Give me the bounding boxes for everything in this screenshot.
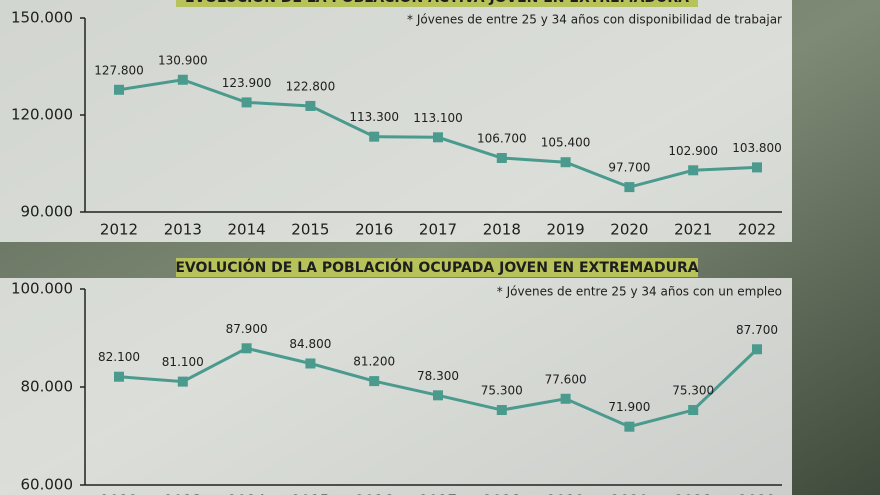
marker — [624, 421, 635, 432]
chart-subtitle: * Jóvenes de entre 25 y 34 años con disp… — [407, 13, 782, 27]
value-label: 81.200 — [353, 355, 395, 369]
panel — [0, 0, 792, 242]
title-banner — [176, 0, 698, 7]
marker — [560, 393, 571, 404]
x-tick-label: 2021 — [674, 492, 712, 495]
marker — [433, 390, 443, 401]
y-tick-label: 80.000 — [21, 378, 74, 396]
x-tick-label: 2022 — [738, 221, 776, 239]
chart-title: EVOLUCIÓN DE LA POBLACIÓN ACTIVA JOVEN E… — [185, 0, 689, 6]
marker — [369, 376, 380, 387]
value-label: 97.700 — [608, 161, 650, 175]
x-tick-label: 2016 — [355, 221, 393, 239]
value-label: 82.100 — [98, 350, 140, 364]
marker — [496, 153, 507, 164]
value-label: 103.800 — [732, 141, 782, 155]
x-tick-label: 2022 — [738, 492, 776, 495]
marker — [624, 182, 635, 193]
marker — [688, 405, 699, 416]
marker — [433, 132, 443, 143]
value-label: 75.300 — [481, 384, 523, 398]
x-tick-label: 2014 — [228, 492, 266, 495]
value-label: 87.700 — [736, 323, 778, 337]
y-tick-label: 60.000 — [21, 476, 74, 494]
y-tick-label: 120.000 — [11, 106, 73, 124]
value-label: 113.100 — [413, 111, 463, 125]
x-tick-label: 2012 — [100, 221, 138, 239]
x-tick-label: 2017 — [419, 492, 457, 495]
y-tick-label: 100.000 — [11, 280, 73, 298]
x-tick-label: 2019 — [547, 221, 585, 239]
x-tick-label: 2015 — [291, 221, 329, 239]
x-tick-label: 2013 — [164, 221, 202, 239]
x-tick-label: 2020 — [610, 492, 648, 495]
marker — [177, 74, 188, 85]
marker — [496, 405, 507, 416]
x-tick-label: 2013 — [164, 492, 202, 495]
x-tick-label: 2021 — [674, 221, 712, 239]
marker — [369, 131, 380, 142]
value-label: 78.300 — [417, 369, 459, 383]
x-tick-label: 2015 — [291, 492, 329, 495]
marker — [177, 376, 188, 387]
value-label: 87.900 — [226, 322, 268, 336]
x-tick-label: 2016 — [355, 492, 393, 495]
value-label: 75.300 — [672, 384, 714, 398]
marker — [305, 100, 316, 111]
value-label: 127.800 — [94, 63, 144, 77]
value-label: 77.600 — [545, 372, 587, 386]
title-banner — [176, 258, 698, 277]
value-label: 130.900 — [158, 53, 208, 67]
value-label: 102.900 — [668, 144, 718, 158]
x-tick-label: 2014 — [228, 221, 266, 239]
x-tick-label: 2019 — [547, 492, 585, 495]
value-label: 84.800 — [289, 337, 331, 351]
value-label: 113.300 — [349, 110, 399, 124]
x-tick-label: 2018 — [483, 492, 521, 495]
marker — [114, 371, 124, 382]
value-label: 123.900 — [222, 76, 272, 90]
marker — [305, 358, 316, 369]
x-tick-label: 2018 — [483, 221, 521, 239]
chart-title: EVOLUCIÓN DE LA POBLACIÓN OCUPADA JOVEN … — [175, 258, 698, 276]
value-label: 122.800 — [286, 79, 336, 93]
marker — [114, 84, 124, 95]
value-label: 105.400 — [541, 136, 591, 150]
x-tick-label: 2020 — [610, 221, 648, 239]
marker — [241, 97, 252, 108]
x-tick-label: 2012 — [100, 492, 138, 495]
x-tick-label: 2017 — [419, 221, 457, 239]
value-label: 106.700 — [477, 132, 527, 146]
chart-subtitle: * Jóvenes de entre 25 y 34 años con un e… — [497, 285, 782, 299]
marker — [241, 343, 252, 354]
marker — [752, 344, 762, 355]
y-tick-label: 150.000 — [11, 9, 73, 27]
y-tick-label: 90.000 — [21, 203, 74, 221]
value-label: 71.900 — [608, 400, 650, 414]
value-label: 81.100 — [162, 355, 204, 369]
marker — [752, 162, 762, 173]
marker — [688, 165, 699, 176]
marker — [560, 157, 571, 168]
